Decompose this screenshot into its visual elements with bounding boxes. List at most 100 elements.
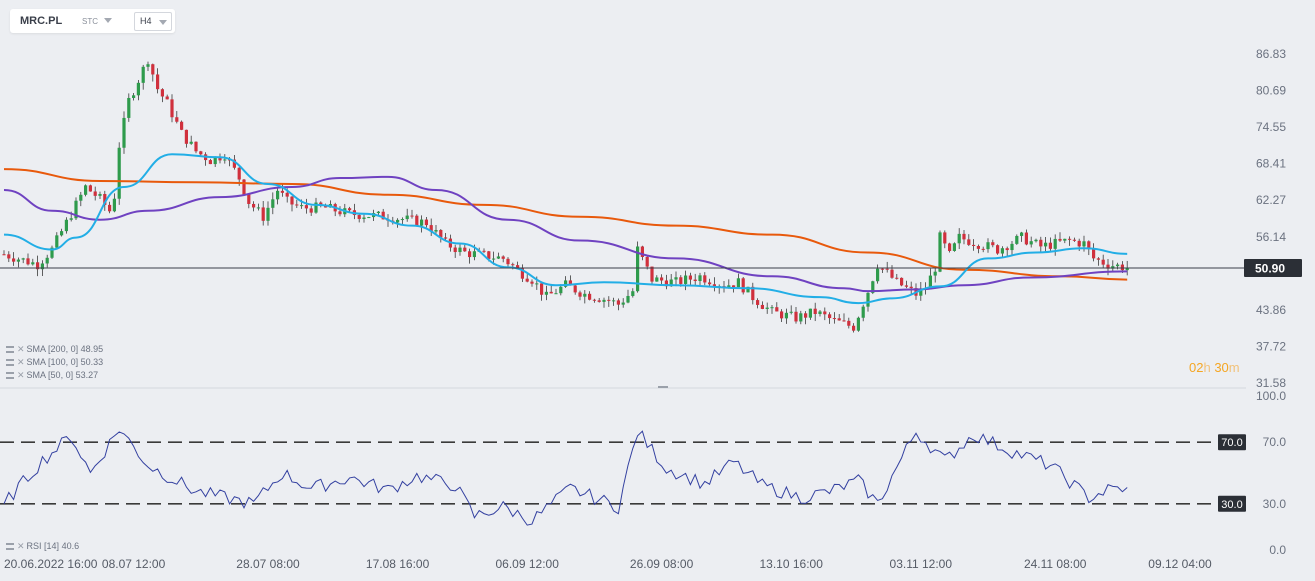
legend-sma100[interactable]: ✕ SMA [100, 0] 50.33 xyxy=(6,357,103,368)
price-tick-label: 37.72 xyxy=(1256,339,1286,353)
candle-body xyxy=(544,291,548,295)
candle-body xyxy=(967,239,971,245)
candle-body xyxy=(621,302,625,305)
legend-sma100-label: SMA [100, 0] 50.33 xyxy=(26,357,104,367)
settings-icon[interactable] xyxy=(6,543,14,551)
market-label[interactable]: STC xyxy=(82,17,98,26)
candle-body xyxy=(592,299,596,301)
candle-body xyxy=(381,211,385,220)
candle-body xyxy=(309,208,313,213)
candle-body xyxy=(636,246,640,292)
candle-body xyxy=(880,268,884,270)
candle-body xyxy=(136,82,140,96)
legend-sma200[interactable]: ✕ SMA [200, 0] 48.95 xyxy=(6,344,103,355)
candle-body xyxy=(127,97,131,118)
time-tick-label: 08.07 12:00 xyxy=(102,557,166,571)
candle-body xyxy=(31,262,35,265)
close-icon[interactable]: ✕ xyxy=(17,541,25,551)
candle-body xyxy=(799,313,803,322)
candle-body xyxy=(919,288,923,296)
candle-body xyxy=(703,275,707,283)
candle-body xyxy=(1020,232,1024,236)
candle-body xyxy=(616,300,620,305)
candle-body xyxy=(420,219,424,226)
candle-body xyxy=(530,281,534,284)
candle-body xyxy=(828,314,832,319)
candle-body xyxy=(645,256,649,267)
candle-body xyxy=(261,207,265,221)
sma50-line xyxy=(3,153,1128,305)
candle-body xyxy=(597,300,601,302)
rsi-level-badge xyxy=(1218,495,1246,512)
candle-body xyxy=(698,275,702,282)
candle-body xyxy=(760,304,764,309)
candle-body xyxy=(770,307,774,309)
candle-body xyxy=(362,217,366,219)
chevron-down-icon xyxy=(159,20,167,25)
candle-body xyxy=(583,293,587,297)
candle-body xyxy=(501,256,505,259)
candle-body xyxy=(400,219,404,221)
candlestick-series xyxy=(2,61,1129,333)
rsi-level-badge xyxy=(1218,434,1246,451)
sma100-line xyxy=(3,175,1128,293)
legend-rsi[interactable]: ✕ RSI [14] 40.6 xyxy=(6,541,79,552)
candle-body xyxy=(885,268,889,270)
candle-body xyxy=(1044,242,1048,247)
rsi-level-label: 70.0 xyxy=(1221,437,1242,449)
candle-body xyxy=(674,277,678,280)
candle-body xyxy=(348,208,352,211)
candle-body xyxy=(832,318,836,320)
candle-body xyxy=(256,207,260,209)
candle-body xyxy=(396,219,400,223)
legend-sma200-label: SMA [200, 0] 48.95 xyxy=(26,344,104,354)
candle-body xyxy=(842,320,846,322)
candle-body xyxy=(520,267,524,279)
settings-icon[interactable] xyxy=(6,372,14,380)
chevron-down-icon[interactable] xyxy=(104,18,112,23)
candle-body xyxy=(472,251,476,258)
candle-body xyxy=(535,283,539,285)
legend-sma50[interactable]: ✕ SMA [50, 0] 53.27 xyxy=(6,370,98,381)
candle-body xyxy=(170,99,174,118)
settings-icon[interactable] xyxy=(6,346,14,354)
candle-body xyxy=(866,292,870,307)
candle-body xyxy=(650,266,654,282)
candle-body xyxy=(732,285,736,288)
candle-body xyxy=(98,194,102,196)
candle-body xyxy=(429,225,433,232)
settings-icon[interactable] xyxy=(6,359,14,367)
rsi-tick-label: 0.0 xyxy=(1269,543,1286,557)
symbol-label[interactable]: MRC.PL xyxy=(20,15,63,27)
candle-body xyxy=(1024,232,1028,245)
pane-divider-handle[interactable] xyxy=(658,386,668,388)
candle-body xyxy=(74,200,78,219)
candle-body xyxy=(559,286,563,294)
candle-body xyxy=(290,196,294,205)
price-tick-label: 43.86 xyxy=(1256,303,1286,317)
candle-body xyxy=(468,251,472,258)
candle-body xyxy=(304,205,308,209)
candle-body xyxy=(1029,241,1033,245)
close-icon[interactable]: ✕ xyxy=(17,370,25,380)
candle-body xyxy=(895,277,899,279)
candle-body xyxy=(775,307,779,312)
candle-body xyxy=(540,283,544,295)
close-icon[interactable]: ✕ xyxy=(17,344,25,354)
countdown-hours: 02 xyxy=(1189,360,1204,375)
candle-body xyxy=(1111,266,1115,269)
candle-body xyxy=(50,247,54,258)
timeframe-select[interactable]: H4 xyxy=(134,12,172,31)
candle-body xyxy=(751,286,755,301)
candle-body xyxy=(415,215,419,226)
close-icon[interactable]: ✕ xyxy=(17,357,25,367)
candle-body xyxy=(804,313,808,318)
candle-body xyxy=(160,89,164,97)
candle-body xyxy=(218,156,222,161)
time-tick-label: 28.07 08:00 xyxy=(236,557,300,571)
candle-body xyxy=(1000,248,1004,254)
candle-body xyxy=(741,278,745,293)
price-tick-label: 80.69 xyxy=(1256,84,1286,98)
price-tick-label: 74.55 xyxy=(1256,120,1286,134)
rsi-line xyxy=(3,430,1128,526)
